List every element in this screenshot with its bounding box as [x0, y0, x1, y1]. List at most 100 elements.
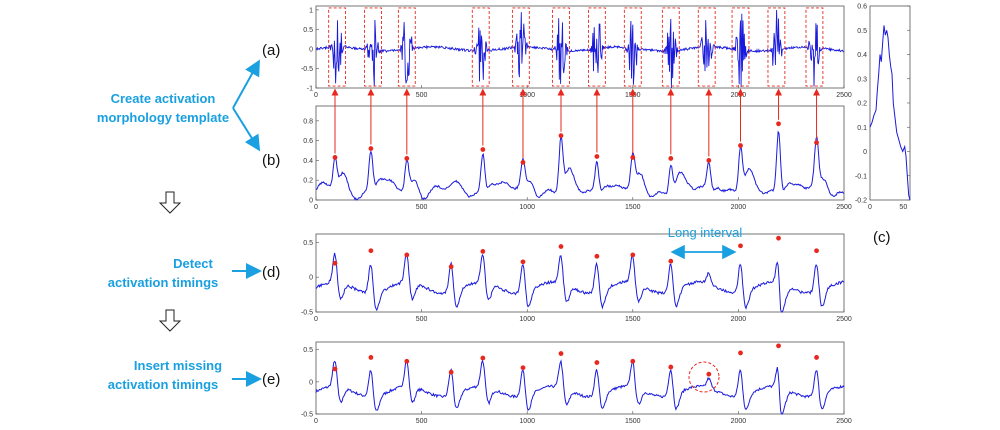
plot-a-window-1 [364, 7, 382, 87]
plot-b-axes-frame [315, 105, 845, 201]
plot-b-peak-marker [594, 154, 600, 159]
plot-c-template [869, 25, 911, 201]
plot-b-peak-marker [776, 121, 781, 127]
plot-a-ytick-label: 0.5 [303, 27, 313, 34]
plot-a-ytick-label: 0 [309, 46, 313, 53]
plot-e-xtick-label: 1500 [625, 418, 641, 425]
plot-e-detection-marker [368, 355, 374, 360]
plot-b-peak-marker [368, 146, 374, 151]
plot-b-peak-marker [480, 147, 486, 152]
plot-c-xtick-label: 0 [868, 204, 872, 211]
plot-c-ytick-label: -0.1 [855, 173, 867, 180]
plot-d-detection-marker [558, 244, 564, 249]
plot-c-xtick-label: 50 [899, 204, 907, 211]
plot-b-xtick-label: 0 [314, 204, 318, 211]
plot-c: 0.60.50.40.30.20.10-0.1-0.20 50 [855, 4, 911, 211]
plot-d-axes-frame [315, 233, 845, 313]
plot-e-ytick-label: 0.5 [303, 347, 313, 354]
plot-e-axes-frame [315, 341, 845, 415]
plot-b-peak-marker [332, 155, 338, 160]
plot-b-xtick-label: 1000 [519, 204, 535, 211]
plot-a-window-5 [552, 7, 570, 87]
plot-a-window-9 [697, 7, 716, 87]
plot-b-peak-marker [738, 143, 743, 148]
panel-label-d: (d) [262, 264, 280, 281]
plot-d-detection-marker [520, 259, 526, 265]
plot-d-signal [315, 252, 845, 313]
plot-e-ytick-label: 0 [309, 379, 313, 386]
step-insert-line1: Insert missing [134, 358, 222, 373]
plot-b-peak-marker [706, 158, 712, 163]
plot-a-ytick-label: 1 [309, 7, 313, 14]
plot-e-detection-marker [776, 343, 781, 349]
plot-e-detection-marker [404, 358, 410, 364]
plot-a-signal [315, 9, 845, 89]
plot-a-xtick-label: 2000 [731, 92, 747, 99]
plot-e-detection-marker [814, 355, 819, 360]
plot-c-ytick-label: 0.6 [857, 4, 867, 11]
panel-label-a: (a) [262, 42, 280, 59]
plot-c-ytick-label: 0.2 [857, 101, 867, 108]
plot-c-ytick-label: 0.5 [857, 28, 867, 35]
branch-arrow-to-b [232, 107, 261, 152]
plot-b-ytick-label: 0.6 [303, 138, 313, 145]
panel-label-c: (c) [873, 229, 891, 246]
plot-d-detection-marker [630, 252, 636, 258]
plot-b-xtick-label: 500 [416, 204, 428, 211]
plot-b-ytick-label: 0 [309, 198, 313, 205]
plot-a: 0500100015002000250010.50-0.5-1 [301, 5, 852, 99]
plot-b-peak-marker [404, 156, 410, 161]
plot-d-detection-marker [368, 248, 374, 254]
plot-e-ytick-label: -0.5 [301, 412, 313, 419]
plot-e-detection-marker [738, 350, 743, 356]
plot-e-xtick-label: 2500 [836, 418, 852, 425]
long-interval-label: Long interval [668, 225, 743, 240]
plot-d-detection-marker [776, 235, 781, 241]
branch-arrow-to-a [232, 59, 260, 109]
plot-d-xtick-label: 500 [416, 316, 428, 323]
plot-e-signal [315, 359, 845, 415]
plot-b-xtick-label: 2000 [731, 204, 747, 211]
panel-label-b: (b) [262, 152, 280, 169]
plot-a-window-0 [328, 7, 347, 87]
plot-d-detection-marker [814, 248, 819, 254]
plot-a-window-12 [805, 7, 824, 87]
plot-d-detection-marker [480, 249, 486, 254]
down-arrow-2 [158, 309, 182, 332]
plot-e-detection-marker [630, 358, 636, 364]
plot-a-window-3 [471, 7, 490, 87]
plot-a-window-4 [511, 7, 530, 87]
plot-b: 0 500 1000 1500 2000 2500 0.8 0.6 0.4 0.2 0 [303, 105, 852, 211]
plot-d-detection-marker [738, 243, 743, 249]
plot-b-ytick-label: 0.4 [303, 158, 313, 165]
step-template-line1: Create activation [111, 91, 216, 106]
plot-b-peak-marker [630, 155, 636, 160]
plot-d-ytick-label: 0.5 [303, 240, 313, 247]
plot-b-peak-marker [558, 133, 564, 139]
template-links [331, 88, 821, 159]
plot-c-ytick-label: 0.4 [857, 52, 867, 59]
plot-e-xtick-label: 500 [416, 418, 428, 425]
plot-b-ytick-label: 0.8 [303, 118, 313, 125]
plot-d-ytick-label: -0.5 [301, 310, 313, 317]
plot-e-detection-marker [558, 351, 564, 356]
plot-a-xtick-label: 2500 [836, 92, 852, 99]
plot-e-detection-marker [520, 365, 526, 371]
down-arrow-1 [158, 191, 182, 214]
plot-a-ytick-label: -0.5 [301, 66, 313, 73]
plot-d-detection-marker [668, 258, 674, 264]
plot-e-detection-marker [480, 355, 486, 361]
inserted-timing-circle [688, 361, 720, 393]
plot-a-window-8 [661, 7, 680, 87]
plot-b-peak-marker [520, 160, 526, 165]
plot-d-xtick-label: 0 [314, 316, 318, 323]
plot-d-detection-marker [594, 253, 600, 259]
plot-d-detection-marker [448, 264, 454, 270]
step-template-line2: morphology template [97, 110, 229, 125]
plot-b-ytick-label: 0.2 [303, 178, 313, 185]
plot-d-xtick-label: 1000 [519, 316, 535, 323]
plot-a-window-7 [623, 7, 642, 87]
